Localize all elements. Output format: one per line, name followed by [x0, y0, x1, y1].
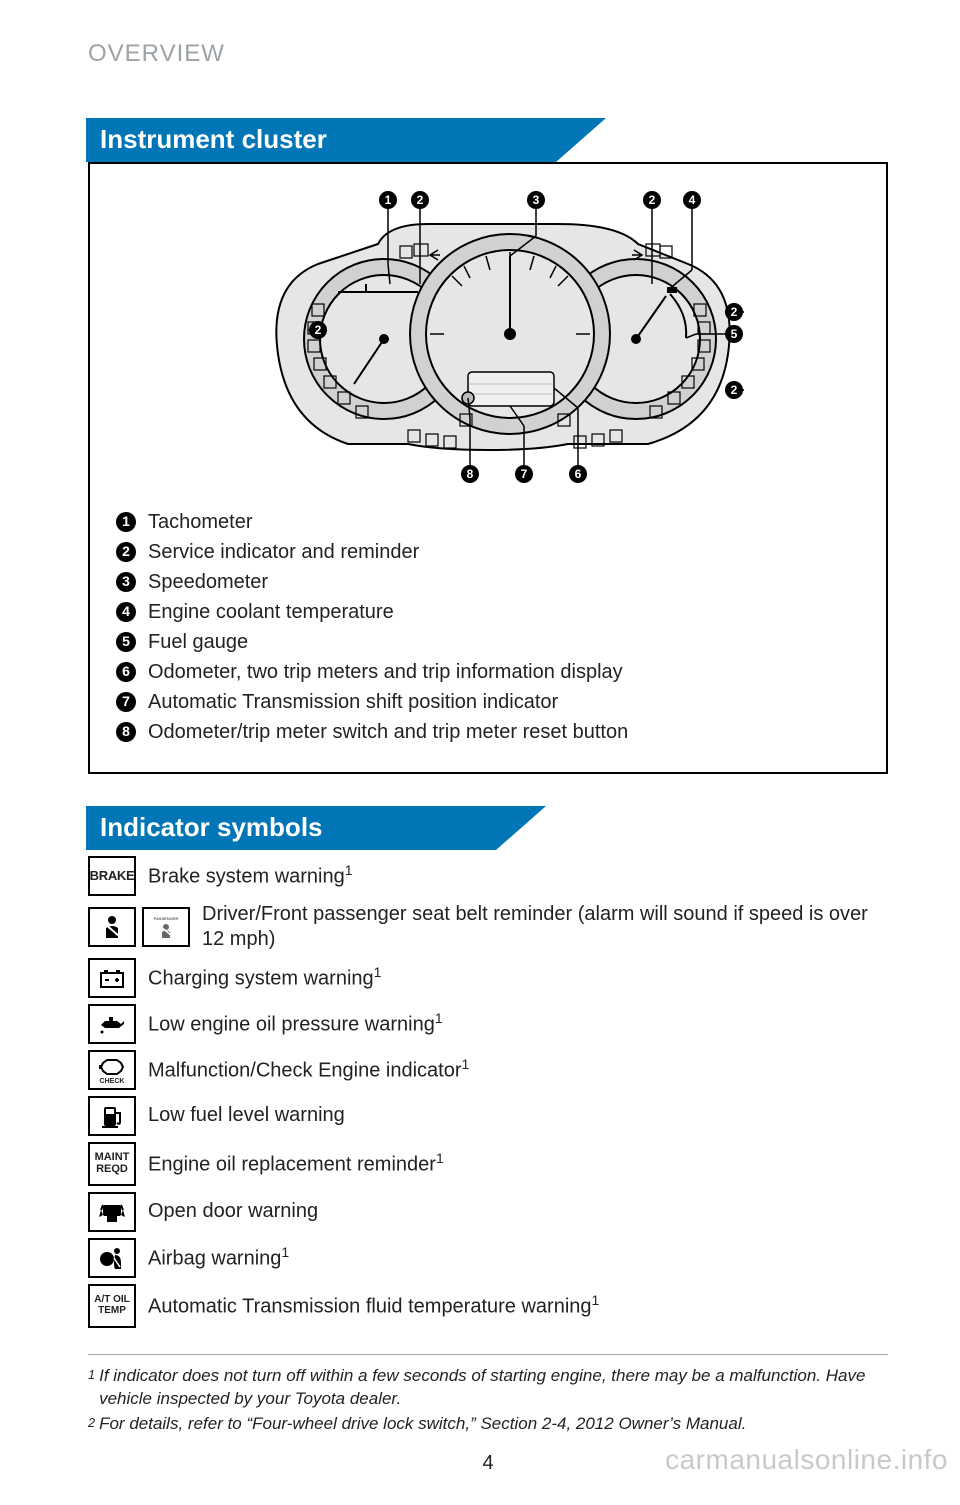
legend-label: Fuel gauge [148, 628, 248, 656]
passenger-icon: PASSENGER [142, 907, 190, 947]
svg-text:PASSENGER: PASSENGER [154, 916, 179, 921]
indicator-label: Engine oil replacement reminder1 [148, 1150, 444, 1178]
svg-text:1: 1 [385, 193, 392, 207]
svg-text:3: 3 [533, 193, 540, 207]
svg-text:2: 2 [315, 323, 322, 337]
legend-badge: 6 [116, 662, 136, 682]
indicator-label: Driver/Front passenger seat belt reminde… [202, 902, 888, 952]
cluster-legend: 1 Tachometer 2 Service indicator and remind… [110, 508, 866, 746]
svg-text:2: 2 [649, 193, 656, 207]
svg-text:7: 7 [521, 467, 528, 481]
legend-badge: 4 [116, 602, 136, 622]
indicator-label: Automatic Transmission fluid temperature… [148, 1292, 599, 1320]
horizontal-rule [88, 1354, 888, 1355]
indicator-label: Low fuel level warning [148, 1103, 345, 1128]
indicator-list: BRAKE Brake system warning1 PASSENGER Dri… [88, 856, 888, 1328]
maint-icon: MAINTREQD [88, 1142, 136, 1186]
legend-badge: 8 [116, 722, 136, 742]
legend-label: Odometer, two trip meters and trip infor… [148, 658, 623, 686]
legend-badge: 3 [116, 572, 136, 592]
section-heading: OVERVIEW [88, 40, 888, 68]
indicators-title: Indicator symbols [86, 806, 496, 850]
indicator-label: Malfunction/Check Engine indicator1 [148, 1056, 469, 1084]
legend-label: Automatic Transmission shift position in… [148, 688, 558, 716]
svg-text:2: 2 [731, 383, 738, 397]
svg-text:6: 6 [575, 467, 582, 481]
indicator-label: Brake system warning1 [148, 862, 353, 890]
legend-label: Odometer/trip meter switch and trip mete… [148, 718, 628, 746]
cluster-diagram: 1 2 3 2 4 2 5 2 2 8 7 6 [168, 184, 808, 494]
brake-icon: BRAKE [88, 856, 136, 896]
legend-badge: 5 [116, 632, 136, 652]
airbag-icon [88, 1238, 136, 1278]
indicator-label: Airbag warning1 [148, 1244, 289, 1272]
legend-badge: 7 [116, 692, 136, 712]
seatbelt-icon [88, 907, 136, 947]
legend-badge: 1 [116, 512, 136, 532]
svg-text:4: 4 [689, 193, 696, 207]
door-icon [88, 1192, 136, 1232]
cluster-title: Instrument cluster [86, 118, 556, 162]
svg-text:2: 2 [731, 305, 738, 319]
legend-label: Speedometer [148, 568, 268, 596]
battery-icon [88, 958, 136, 998]
legend-label: Engine coolant temperature [148, 598, 394, 626]
svg-text:8: 8 [467, 467, 474, 481]
svg-text:5: 5 [731, 327, 738, 341]
watermark: carmanualsonline.info [665, 1444, 948, 1476]
atoil-icon: A/T OILTEMP [88, 1284, 136, 1328]
oilcan-icon [88, 1004, 136, 1044]
svg-text:2: 2 [417, 193, 424, 207]
indicator-label: Charging system warning1 [148, 964, 381, 992]
footnotes: 1If indicator does not turn off within a… [88, 1365, 888, 1436]
legend-badge: 2 [116, 542, 136, 562]
cluster-box: 1 2 3 2 4 2 5 2 2 8 7 6 1 Tachometer 2 Service indicat… [88, 162, 888, 774]
indicator-label: Open door warning [148, 1199, 318, 1224]
legend-label: Service indicator and reminder [148, 538, 419, 566]
legend-label: Tachometer [148, 508, 253, 536]
checkengine-icon: CHECK [88, 1050, 136, 1090]
indicator-label: Low engine oil pressure warning1 [148, 1010, 443, 1038]
fuel-icon [88, 1096, 136, 1136]
